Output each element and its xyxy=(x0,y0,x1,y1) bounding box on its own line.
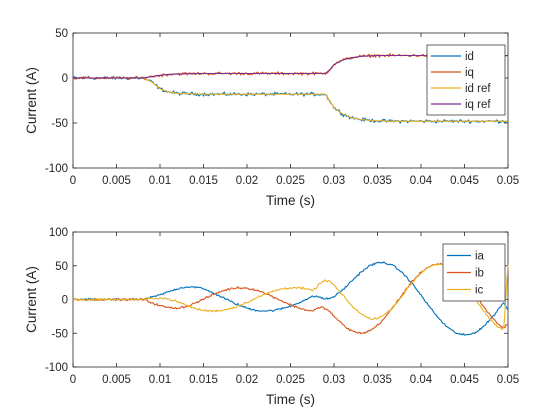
legend-label: ib xyxy=(475,268,484,280)
x-tick-label: 0.03 xyxy=(323,175,345,187)
legend-box xyxy=(426,44,506,116)
x-tick-label: 0.03 xyxy=(323,374,345,386)
x-tick-label: 0.02 xyxy=(236,374,258,386)
x-tick-label: 0.01 xyxy=(149,374,171,386)
legend-label: ia xyxy=(475,251,485,263)
legend-label: ic xyxy=(475,285,484,297)
y-tick-label: 50 xyxy=(55,261,68,273)
y-tick-label: 0 xyxy=(62,295,68,307)
x-tick-label: 0.05 xyxy=(497,175,519,187)
x-tick-label: 0.05 xyxy=(497,374,519,386)
top-x-axis-label: Time (s) xyxy=(266,193,315,208)
x-tick-label: 0.01 xyxy=(149,175,171,187)
bottom-series-lines xyxy=(72,261,509,336)
x-tick-label: 0.045 xyxy=(450,374,479,386)
top-y-axis-label: Current (A) xyxy=(24,67,39,134)
x-tick-label: 0.005 xyxy=(102,175,131,187)
top-legend: id iq id ref iq ref xyxy=(426,44,506,116)
x-tick-label: 0 xyxy=(70,175,76,187)
x-tick-label: 0.035 xyxy=(363,374,392,386)
legend-label: iq xyxy=(465,67,474,79)
y-tick-label: 0 xyxy=(62,73,68,85)
legend-label: id xyxy=(465,51,474,63)
bottom-legend: ia ib ic xyxy=(442,243,506,302)
bottom-x-axis-label: Time (s) xyxy=(266,392,315,407)
bottom-x-ticks: 0 0.005 0.01 0.015 0.02 0.025 0.03 0.035 0.04 0.0… xyxy=(70,232,519,386)
y-tick-label: -50 xyxy=(51,118,68,130)
x-tick-label: 0.015 xyxy=(189,175,218,187)
x-tick-label: 0.04 xyxy=(410,374,433,386)
x-tick-label: 0.045 xyxy=(450,175,479,187)
x-tick-label: 0.035 xyxy=(363,175,392,187)
top-y-ticks: -100 -50 0 50 xyxy=(45,28,508,175)
x-tick-label: 0.04 xyxy=(410,175,433,187)
y-tick-label: -100 xyxy=(45,163,68,175)
x-tick-label: 0.005 xyxy=(102,374,131,386)
legend-label: id ref xyxy=(465,83,491,95)
bottom-chart: 0 0.005 0.01 0.015 0.02 0.025 0.03 0.035 0.04 0.0… xyxy=(24,227,519,407)
bottom-y-axis-label: Current (A) xyxy=(24,266,39,333)
series-line-id-ref xyxy=(73,77,508,122)
bottom-y-ticks: -100 -50 0 50 100 xyxy=(45,227,508,374)
legend-label: iq ref xyxy=(465,99,491,111)
x-tick-label: 0 xyxy=(70,374,76,386)
y-tick-label: 100 xyxy=(49,227,68,239)
series-line-ic xyxy=(72,263,509,331)
x-tick-label: 0.015 xyxy=(189,374,218,386)
y-tick-label: -100 xyxy=(45,362,68,374)
top-x-ticks: 0 0.005 0.01 0.015 0.02 0.025 0.03 0.035 0.04 0.0… xyxy=(70,33,519,187)
top-chart: 0 0.005 0.01 0.015 0.02 0.025 0.03 0.035 0.04 0.0… xyxy=(24,28,519,208)
x-tick-label: 0.025 xyxy=(276,175,305,187)
y-tick-label: -50 xyxy=(51,328,68,340)
x-tick-label: 0.025 xyxy=(276,374,305,386)
x-tick-label: 0.02 xyxy=(236,175,258,187)
series-line-ia xyxy=(72,261,509,336)
y-tick-label: 50 xyxy=(55,28,68,40)
